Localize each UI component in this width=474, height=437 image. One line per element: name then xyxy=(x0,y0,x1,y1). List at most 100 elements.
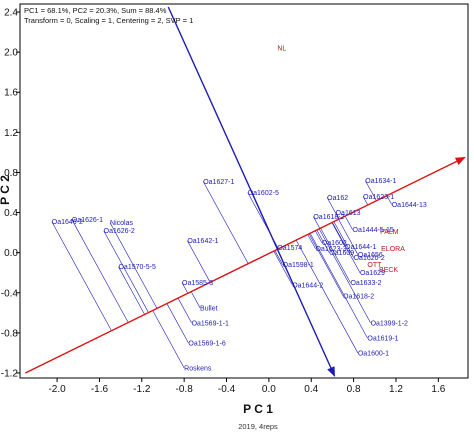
projection-line xyxy=(313,216,321,229)
genotype-label: Nicolas xyxy=(110,220,133,227)
projection-line xyxy=(332,222,361,273)
projection-line xyxy=(315,230,323,243)
projection-line xyxy=(177,297,192,323)
projection-line xyxy=(118,266,145,315)
projection-line xyxy=(320,228,351,283)
projection-line xyxy=(335,212,340,220)
biplot-axes xyxy=(24,6,466,377)
projection-line xyxy=(181,282,189,294)
genotype-label: Oa1609 xyxy=(329,250,354,257)
environment-label: ELORA xyxy=(381,246,405,253)
stats-line-2: Transform = 0, Scaling = 1, Centering = … xyxy=(24,16,193,25)
stats-line-1: PC1 = 68.1%, PC2 = 20.3%, Sum = 88.4% xyxy=(24,6,167,15)
projection-line xyxy=(386,195,393,205)
x-tick-label: -0.4 xyxy=(218,384,236,395)
projection-line xyxy=(152,310,185,369)
x-tick-label: 0.4 xyxy=(304,384,318,395)
environment-label: PALM xyxy=(380,229,399,236)
genotype-label: Oa1574 xyxy=(277,245,302,252)
genotype-label: Oa1623-3 xyxy=(315,246,346,253)
projection-line xyxy=(51,221,112,331)
x-tick-label: -2.0 xyxy=(48,384,66,395)
perpendicular-axis xyxy=(167,6,336,377)
y-tick-label: -1.2 xyxy=(1,368,19,379)
x-tick-label: -1.6 xyxy=(91,384,109,395)
genotype-label: Oa1619-1 xyxy=(367,335,398,342)
genotype-label: Oa1618-2 xyxy=(343,293,374,300)
genotype-label: Oa1598-1 xyxy=(283,262,314,269)
x-tick-label: -1.2 xyxy=(133,384,151,395)
genotype-label: Oa1569-1-1 xyxy=(192,320,229,327)
genotype-label: Oa1626-2 xyxy=(104,228,135,235)
genotype-label: Oa1623-1 xyxy=(363,194,394,201)
genotype-label: Oa1585-3 xyxy=(182,280,213,287)
genotype-label: Oa1634-1 xyxy=(365,178,396,185)
environment-label: OTT xyxy=(367,262,382,269)
x-tick-label: 1.6 xyxy=(431,384,445,395)
genotype-label: Roskens xyxy=(184,365,212,372)
genotype-label: Oa1602 xyxy=(322,240,347,247)
genotype-label: Oa1600-1 xyxy=(358,350,389,357)
genotype-label: Oa1626-1 xyxy=(72,217,103,224)
x-axis-title: P C 1 xyxy=(243,402,273,416)
genotype-label: Oa1627-1 xyxy=(203,179,234,186)
projection-line xyxy=(103,230,149,313)
environment-label: NL xyxy=(277,46,286,53)
y-tick-label: 1.6 xyxy=(4,88,18,99)
projection-line xyxy=(338,219,359,255)
projection-line xyxy=(109,222,158,309)
projection-line xyxy=(190,291,201,308)
projection-line xyxy=(309,233,368,339)
projection-line xyxy=(365,180,377,201)
genotype-label: Oa1629 xyxy=(360,270,385,277)
y-tick-label: -0.4 xyxy=(1,288,19,299)
projection-line xyxy=(333,221,354,258)
genotype-label: Oa1644-1 xyxy=(345,244,376,251)
projection-lines xyxy=(51,180,393,369)
projection-line xyxy=(202,181,249,264)
plot-frame xyxy=(19,3,469,379)
genotype-label: Oa162 xyxy=(327,195,348,202)
x-tick-label: -0.8 xyxy=(176,384,194,395)
genotype-label: Oa1633-2 xyxy=(350,280,381,287)
genotype-label: Oa1642-1 xyxy=(187,238,218,245)
genotype-label: Oa1570-5-5 xyxy=(118,264,155,271)
y-tick-label: 1.2 xyxy=(4,128,18,139)
genotype-label: Oa1618-2 xyxy=(313,214,344,221)
genotype-label: Oa1646-2 xyxy=(52,219,83,226)
footer-note: 2019, 4reps xyxy=(238,422,278,431)
genotype-label: Bullet xyxy=(200,305,218,312)
projection-line xyxy=(344,215,353,230)
projection-line xyxy=(187,240,211,283)
projection-line xyxy=(71,219,129,323)
y-tick-label: 0.4 xyxy=(4,208,18,219)
projection-line xyxy=(316,229,330,253)
genotype-label: Oa1569-1-6 xyxy=(188,340,225,347)
projection-line xyxy=(318,228,371,323)
x-tick-label: 1.2 xyxy=(389,384,403,395)
genotype-label: Oa1444-5-15 xyxy=(353,227,394,234)
y-tick-label: 0.0 xyxy=(4,248,18,259)
projection-line xyxy=(362,196,369,206)
y-tick-label: -0.8 xyxy=(1,328,19,339)
projection-line xyxy=(331,222,346,247)
genotype-label: Oa1644-13 xyxy=(392,202,427,209)
projection-line xyxy=(308,233,344,296)
x-tick-label: 0.8 xyxy=(347,384,361,395)
genotype-label: Oa1620-2 xyxy=(354,255,385,262)
genotype-label: Oa1644-2 xyxy=(292,282,323,289)
projection-line xyxy=(274,250,283,265)
projection-line xyxy=(307,234,316,249)
y-tick-label: 2.4 xyxy=(4,8,18,19)
axis-ticks: -2.0 -1.6 -1.2 -0.8 -0.4 0.0 0.4 0.8 1.2 1.6 2.4 2.… xyxy=(1,8,446,395)
y-tick-label: 0.8 xyxy=(4,168,18,179)
genotype-label: Oa1602-5 xyxy=(248,190,279,197)
average-environment-axis xyxy=(24,156,466,374)
genotype-label: Oa1656 xyxy=(358,252,383,259)
environment-label: BECK xyxy=(379,267,398,274)
x-tick-label: 0.0 xyxy=(262,384,276,395)
projection-line xyxy=(273,250,293,285)
projection-line xyxy=(166,303,189,344)
